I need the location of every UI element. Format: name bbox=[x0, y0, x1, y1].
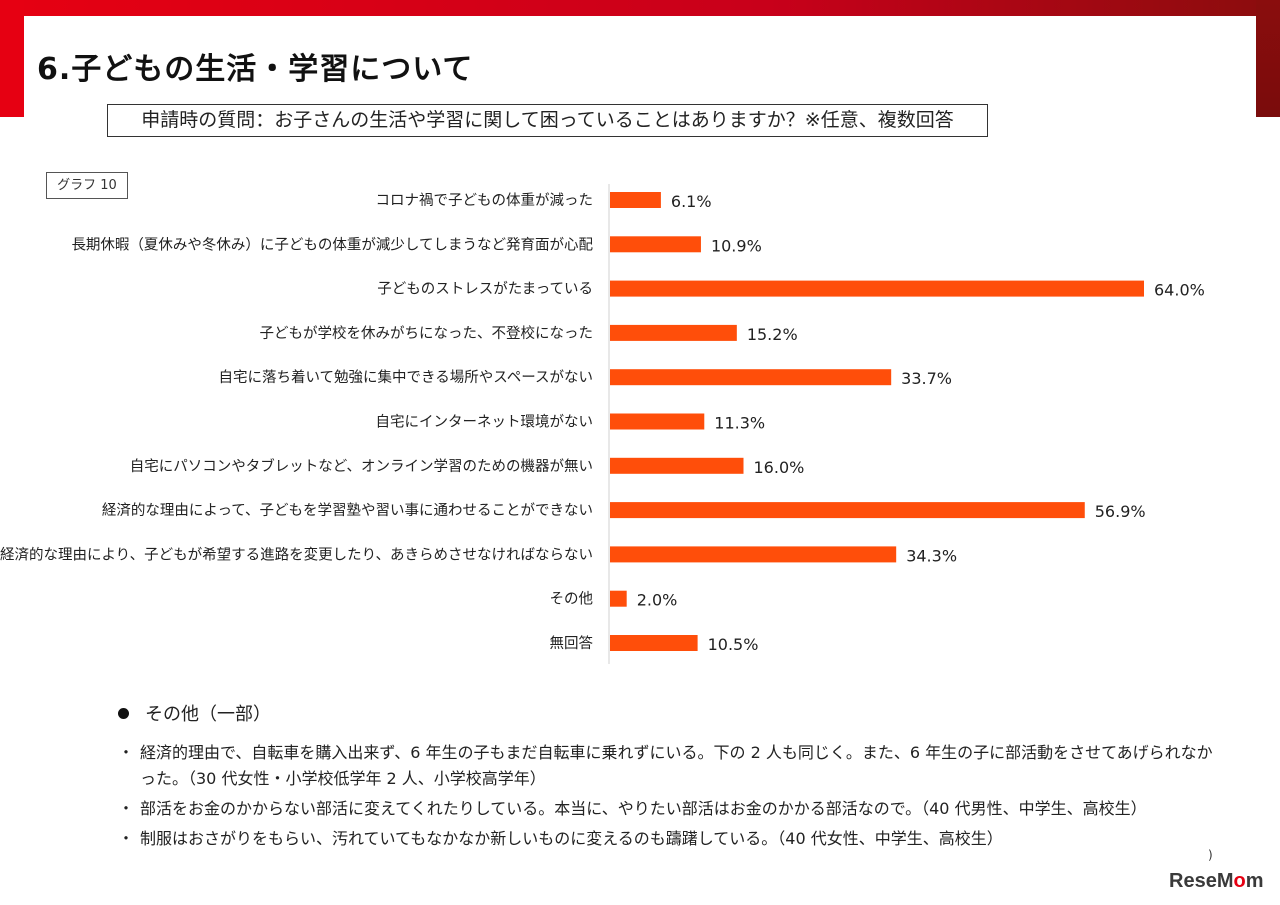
notes-heading: その他（一部） bbox=[118, 700, 271, 726]
value-label: 56.9% bbox=[1095, 502, 1146, 521]
value-label: 15.2% bbox=[747, 325, 798, 344]
category-label: コロナ禍で子どもの体重が減った bbox=[376, 192, 594, 209]
category-label: 長期休暇（夏休みや冬休み）に子どもの体重が減少してしまうなど発育面が心配 bbox=[71, 236, 593, 253]
bar-chart: コロナ禍で子どもの体重が減った 6.1% 長期休暇（夏休みや冬休み）に子どもの体重が… bbox=[0, 184, 1205, 664]
notes-list: ・ 経済的理由で、自転車を購入出来ず、6 年生の子もまだ自転車に乗れずにいる。下… bbox=[118, 740, 1218, 856]
category-label: 子どもが学校を休みがちになった、不登校になった bbox=[260, 325, 594, 342]
bullet-mark: ・ bbox=[118, 743, 135, 762]
value-label: 6.1% bbox=[671, 192, 712, 211]
graph-number-label: グラフ 10 bbox=[46, 172, 128, 199]
bar bbox=[610, 590, 627, 607]
value-label: 33.7% bbox=[901, 369, 952, 388]
value-label: 16.0% bbox=[754, 458, 805, 477]
bar bbox=[610, 324, 737, 341]
category-label: その他 bbox=[550, 591, 594, 608]
notes-heading-text: その他（一部） bbox=[145, 704, 271, 725]
category-label: 自宅にパソコンやタブレットなど、オンライン学習のための機器が無い bbox=[130, 457, 593, 475]
bullet-mark: ・ bbox=[118, 829, 135, 848]
bar bbox=[610, 280, 1144, 297]
survey-question-box: 申請時の質問：お子さんの生活や学習に関して困っていることはありますか？※任意、複… bbox=[107, 104, 988, 137]
bar bbox=[610, 502, 1085, 519]
note-text: 経済的理由で、自転車を購入出来ず、6 年生の子もまだ自転車に乗れずにいる。下の … bbox=[140, 743, 1213, 788]
note-text: 部活をお金のかからない部活に変えてくれたりしている。本当に、やりたい部活はお金の… bbox=[140, 799, 1147, 818]
page-title: 6.子どもの生活・学習について bbox=[37, 52, 474, 87]
value-label: 2.0% bbox=[637, 591, 678, 610]
resemom-logo: ReseMom bbox=[1169, 870, 1264, 892]
right-accent-bar bbox=[1256, 0, 1280, 117]
bar bbox=[610, 546, 897, 563]
top-accent-bar bbox=[0, 0, 1280, 16]
category-label: 自宅にインターネット環境がない bbox=[376, 413, 594, 431]
category-label: 経済的な理由により、子どもが希望する進路を変更したり、あきらめさせなければならな… bbox=[0, 546, 593, 563]
value-label: 11.3% bbox=[714, 414, 765, 433]
category-label: 経済的な理由によって、子どもを学習塾や習い事に通わせることができない bbox=[102, 502, 593, 519]
category-label: 無回答 bbox=[550, 635, 594, 652]
list-item: ・ 制服はおさがりをもらい、汚れていてもなかなか新しいものに変えるのも躊躇してい… bbox=[118, 826, 1218, 852]
bar bbox=[610, 413, 705, 430]
value-label: 10.5% bbox=[708, 635, 759, 654]
bar bbox=[610, 635, 698, 651]
left-accent-bar bbox=[0, 0, 24, 117]
category-label: 子どものストレスがたまっている bbox=[377, 281, 593, 298]
bar bbox=[610, 457, 744, 474]
bar bbox=[610, 236, 701, 253]
value-label: 64.0% bbox=[1154, 281, 1205, 300]
category-label: 自宅に落ち着いて勉強に集中できる場所やスペースがない bbox=[218, 369, 593, 386]
page-number: ) bbox=[1208, 848, 1213, 862]
bullet-mark: ・ bbox=[118, 799, 135, 818]
bar bbox=[610, 192, 661, 208]
value-label: 34.3% bbox=[906, 546, 957, 565]
list-item: ・ 経済的理由で、自転車を購入出来ず、6 年生の子もまだ自転車に乗れずにいる。下… bbox=[118, 740, 1218, 792]
list-item: ・ 部活をお金のかからない部活に変えてくれたりしている。本当に、やりたい部活はお… bbox=[118, 796, 1218, 822]
note-text: 制服はおさがりをもらい、汚れていてもなかなか新しいものに変えるのも躊躇している。… bbox=[140, 829, 1003, 848]
value-label: 10.9% bbox=[711, 236, 762, 255]
bullet-dot-icon bbox=[118, 707, 129, 719]
bar bbox=[610, 369, 892, 386]
